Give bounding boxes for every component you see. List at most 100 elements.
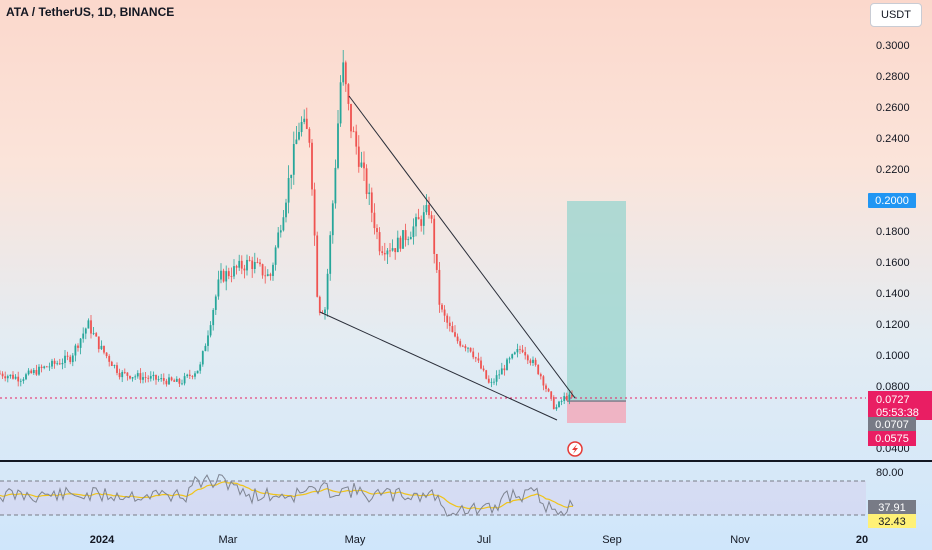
candle-body xyxy=(64,355,66,363)
candle-body xyxy=(357,146,360,167)
candle-body xyxy=(19,380,22,382)
candle-body xyxy=(225,271,228,282)
candle-body xyxy=(373,212,376,229)
candle-body xyxy=(217,279,220,297)
candle-body xyxy=(370,192,373,213)
candle-body xyxy=(149,376,152,379)
candle-body xyxy=(30,370,33,374)
candle-body xyxy=(155,374,157,380)
candle-body xyxy=(394,248,397,253)
candle-body xyxy=(472,351,475,358)
candle-body xyxy=(214,296,217,310)
candle-body xyxy=(0,373,1,375)
candle-body xyxy=(363,162,365,169)
candle-body xyxy=(32,370,35,374)
candle-body xyxy=(571,394,573,397)
candle-body xyxy=(261,264,264,276)
price-tick-label: 0.2200 xyxy=(876,164,910,176)
candle-body xyxy=(378,232,381,252)
time-label-mar: Mar xyxy=(219,534,238,546)
candle-body xyxy=(264,275,267,277)
wedge-upper-line[interactable] xyxy=(348,95,576,399)
candle-body xyxy=(152,374,155,377)
candle-body xyxy=(454,332,456,337)
candle-body xyxy=(350,103,352,132)
lightning-alert-icon[interactable] xyxy=(567,441,583,457)
candle-body xyxy=(482,368,485,371)
candle-body xyxy=(448,322,451,327)
candle-body xyxy=(313,189,316,236)
candle-body xyxy=(74,345,77,356)
candle-body xyxy=(79,338,82,348)
time-label-may: May xyxy=(345,534,366,546)
candle-body xyxy=(222,270,225,282)
candle-body xyxy=(259,262,261,265)
price-tick-label: 0.2800 xyxy=(876,71,910,83)
candle-body xyxy=(526,355,529,361)
candle-body xyxy=(511,354,514,359)
candle-body xyxy=(6,376,9,379)
currency-button[interactable]: USDT xyxy=(870,3,922,27)
candle-body xyxy=(243,268,246,271)
candle-body xyxy=(368,192,371,195)
rsi-band xyxy=(0,481,866,515)
countdown-text: 05:53:38 xyxy=(876,407,919,419)
candle-body xyxy=(430,215,433,219)
candle-body xyxy=(1,373,4,377)
candle-body xyxy=(407,239,410,241)
rsi-value-badge: 37.91 xyxy=(868,500,916,514)
candle-body xyxy=(537,364,540,375)
rsi-ma-text: 32.43 xyxy=(878,516,906,528)
candle-body xyxy=(274,247,277,265)
candle-body xyxy=(443,309,446,316)
candle-body xyxy=(251,260,254,270)
candle-body xyxy=(399,237,402,249)
profit-zone[interactable] xyxy=(567,201,626,400)
candle-body xyxy=(376,228,378,233)
candle-body xyxy=(563,396,566,402)
candle-body xyxy=(238,260,241,268)
candle-body xyxy=(51,360,53,367)
candle-body xyxy=(105,352,108,357)
candle-body xyxy=(142,377,144,380)
candle-body xyxy=(282,217,285,231)
candle-body xyxy=(402,230,404,249)
candle-body xyxy=(347,84,350,104)
candle-body xyxy=(334,167,337,204)
price-axis[interactable]: 0.3000 0.2800 0.2600 0.2400 0.2200 0.1800 0.16… xyxy=(876,40,910,455)
candle-body xyxy=(199,364,202,371)
loss-zone[interactable] xyxy=(567,401,626,423)
candle-body xyxy=(521,349,524,353)
candle-body xyxy=(126,372,129,376)
candle-body xyxy=(100,345,103,350)
time-axis[interactable]: 2024 Mar May Jul Sep Nov 20 xyxy=(90,534,868,546)
rsi-ma-badge: 32.43 xyxy=(868,514,916,528)
candle-body xyxy=(290,174,293,179)
candle-body xyxy=(77,345,79,348)
candle-body xyxy=(344,62,347,85)
candle-body xyxy=(95,333,98,337)
candle-body xyxy=(285,202,287,218)
candle-body xyxy=(48,366,51,368)
candle-body xyxy=(422,212,425,226)
entry-badge: 0.0707 xyxy=(868,417,916,432)
candle-body xyxy=(246,259,248,271)
price-tick-label: 0.0800 xyxy=(876,381,910,393)
candle-body xyxy=(383,252,386,255)
candle-body xyxy=(386,250,389,255)
candle-body xyxy=(186,374,189,377)
candle-body xyxy=(490,381,493,383)
candle-body xyxy=(300,121,303,133)
candle-body xyxy=(61,362,64,365)
last-price-text: 0.0727 xyxy=(876,394,910,406)
candle-body xyxy=(287,178,290,203)
candle-body xyxy=(474,357,477,359)
wedge-lower-line[interactable] xyxy=(319,311,558,421)
candle-body xyxy=(27,370,30,375)
candle-body xyxy=(532,359,534,363)
candle-body xyxy=(461,345,464,347)
candle-body xyxy=(139,373,142,380)
candle-body xyxy=(469,347,472,352)
rsi-ma-line xyxy=(0,481,574,510)
